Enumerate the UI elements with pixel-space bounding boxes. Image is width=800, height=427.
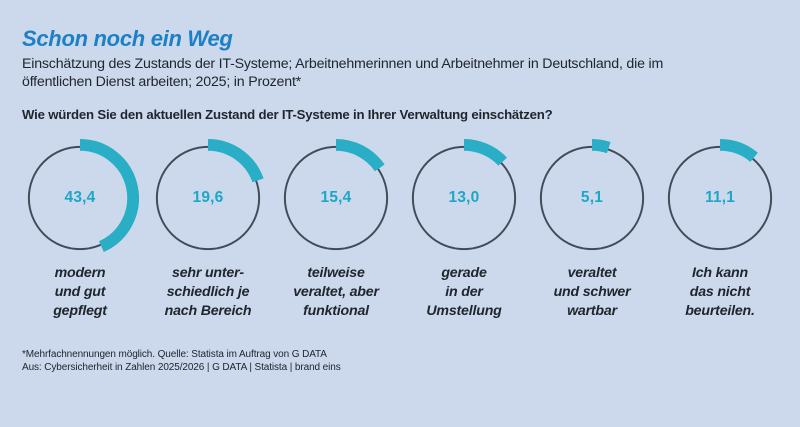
ring-value: 5,1 (580, 189, 604, 206)
donut-ring: 43,4 (21, 139, 139, 257)
ring-label: teilweise veraltet, aber funktional (293, 265, 379, 319)
donut-arc (207, 139, 264, 183)
ring-value: 19,6 (192, 189, 224, 206)
donut-ring: 19,6 (149, 139, 267, 257)
infographic: Schon noch ein Weg Einschätzung des Zust… (0, 26, 800, 427)
donut-arc (463, 139, 508, 166)
ring-label: Ich kann das nicht beurteilen. (685, 265, 755, 319)
ring-label: sehr unter- schiedlich je nach Bereich (164, 265, 252, 319)
ring-value: 43,4 (64, 189, 96, 206)
donut-ring: 11,1 (661, 139, 779, 257)
ring-chart-umstellung: 13,0 gerade in der Umstellung (400, 139, 528, 321)
donut-ring-icon (155, 139, 264, 251)
donut-arc (591, 139, 611, 154)
donut-ring: 13,0 (405, 139, 523, 257)
ring-chart-modern: 43,4 modern und gut gepflegt (16, 139, 144, 321)
ring-chart-row: 43,4 modern und gut gepflegt 19,6 sehr u… (0, 139, 800, 321)
chart-title: Schon noch ein Weg (22, 26, 233, 51)
ring-label: modern und gut gepflegt (53, 265, 107, 319)
donut-ring: 15,4 (277, 139, 395, 257)
donut-arc (335, 139, 385, 172)
ring-chart-schwer-wartbar: 5,1 veraltet und schwer wartbar (528, 139, 656, 321)
ring-chart-unterschiedlich: 19,6 sehr unter- schiedlich je nach Bere… (144, 139, 272, 321)
ring-value: 13,0 (448, 189, 480, 206)
donut-ring: 5,1 (533, 139, 651, 257)
donut-ring-icon (283, 139, 389, 251)
ring-chart-teilweise-veraltet: 15,4 teilweise veraltet, aber funktional (272, 139, 400, 321)
donut-ring-icon (667, 139, 773, 251)
ring-value: 15,4 (320, 189, 352, 206)
donut-arc (719, 139, 758, 162)
donut-ring-icon (411, 139, 517, 251)
chart-subtitle: Einschätzung des Zustands der IT-Systeme… (22, 56, 664, 90)
donut-ring-icon (27, 139, 139, 252)
survey-question: Wie würden Sie den aktuellen Zustand der… (22, 107, 553, 122)
ring-label: veraltet und schwer wartbar (553, 265, 631, 319)
ring-label: gerade in der Umstellung (426, 265, 502, 319)
ring-value: 11,1 (704, 189, 736, 206)
donut-ring-icon (539, 139, 645, 251)
ring-chart-keine-beurteilung: 11,1 Ich kann das nicht beurteilen. (656, 139, 784, 321)
source-note: *Mehrfachnennungen möglich. Quelle: Stat… (22, 349, 341, 373)
donut-arc (79, 139, 139, 252)
